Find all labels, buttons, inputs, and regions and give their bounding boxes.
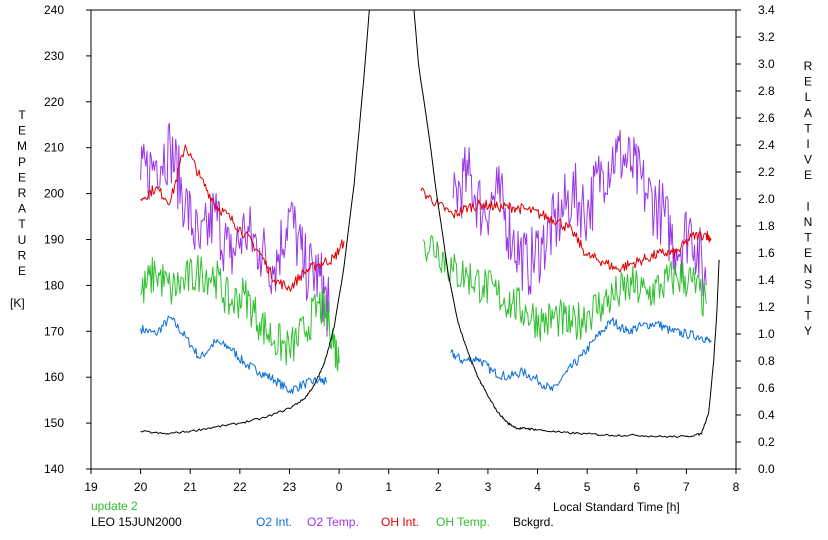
right-label-letter: Y xyxy=(804,324,812,338)
left-tick-label: 160 xyxy=(44,370,64,384)
left-label-letter: P xyxy=(18,155,26,169)
left-label-letter: A xyxy=(18,202,26,216)
right-axis-ticks: 0.0 0.2 0.4 0.6 0.8 1.0 1.2 1.4 1.6 1.8 2.0 2.2 2.4 2… xyxy=(736,3,775,476)
x-tick-label: 7 xyxy=(683,480,690,494)
x-tick-label: 1 xyxy=(385,480,392,494)
series-line-bckgrd xyxy=(140,10,720,438)
left-label-letter: U xyxy=(18,233,27,247)
x-tick-label: 2 xyxy=(435,480,442,494)
left-tick-label: 140 xyxy=(44,462,64,476)
right-tick-label: 1.6 xyxy=(758,246,775,260)
right-tick-label: 2.6 xyxy=(758,111,775,125)
right-tick-label: 1.8 xyxy=(758,219,775,233)
right-tick-label: 3.4 xyxy=(758,3,775,17)
series-line-o2-int xyxy=(450,317,712,392)
left-label-letter: T xyxy=(18,217,26,231)
right-tick-label: 2.8 xyxy=(758,84,775,98)
right-tick-label: 0.2 xyxy=(758,435,775,449)
x-tick-label: 23 xyxy=(283,480,297,494)
legend-o2-temp: O2 Temp. xyxy=(307,515,359,529)
right-label-letter: L xyxy=(805,90,812,104)
right-label-letter: A xyxy=(804,106,812,120)
legend: O2 Int. O2 Temp. OH Int. OH Temp. Bckgrd… xyxy=(256,515,576,531)
left-tick-label: 150 xyxy=(44,416,64,430)
right-label-letter: R xyxy=(804,59,813,73)
right-tick-label: 3.0 xyxy=(758,57,775,71)
left-tick-label: 180 xyxy=(44,278,64,292)
series-line-o2-temp xyxy=(452,129,707,297)
left-label-letter: T xyxy=(18,108,26,122)
legend-oh-temp: OH Temp. xyxy=(436,515,490,529)
right-label-letter: E xyxy=(804,75,812,89)
right-tick-label: 0.6 xyxy=(758,381,775,395)
left-tick-label: 190 xyxy=(44,233,64,247)
right-tick-label: 1.2 xyxy=(758,300,775,314)
left-axis-ticks: 140 150 160 170 180 190 200 210 220 230 240 xyxy=(44,3,91,476)
right-label-letter: I xyxy=(806,199,809,213)
right-label-letter: V xyxy=(804,153,812,167)
series-line-oh-int xyxy=(420,187,712,273)
left-tick-label: 210 xyxy=(44,141,64,155)
left-label-letter: E xyxy=(18,170,26,184)
right-label-letter: I xyxy=(806,137,809,151)
plot-frame xyxy=(90,9,737,470)
left-tick-label: 220 xyxy=(44,95,64,109)
x-axis-ticks: 19 20 21 22 23 0 1 2 3 4 5 6 7 8 xyxy=(84,469,740,494)
x-tick-label: 4 xyxy=(534,480,541,494)
series-line-oh-temp xyxy=(422,235,707,342)
x-axis-label: Local Standard Time [h] xyxy=(553,500,680,514)
left-tick-label: 170 xyxy=(44,324,64,338)
right-tick-label: 2.2 xyxy=(758,165,775,179)
right-tick-label: 2.4 xyxy=(758,138,775,152)
right-label-letter: I xyxy=(806,293,809,307)
x-tick-label: 0 xyxy=(336,480,343,494)
x-tick-label: 21 xyxy=(184,480,198,494)
right-label-letter: S xyxy=(804,277,812,291)
left-tick-label: 240 xyxy=(44,3,64,17)
left-tick-label: 230 xyxy=(44,49,64,63)
right-label-letter: T xyxy=(804,309,812,323)
left-label-letter: M xyxy=(17,139,27,153)
right-label-letter: N xyxy=(804,215,813,229)
x-tick-label: 22 xyxy=(233,480,247,494)
left-label-letter: R xyxy=(18,248,27,262)
right-tick-label: 0.0 xyxy=(758,462,775,476)
right-label-letter: N xyxy=(804,262,813,276)
left-label-letter: E xyxy=(18,264,26,278)
x-tick-label: 8 xyxy=(733,480,740,494)
right-label-letter: E xyxy=(804,168,812,182)
x-tick-label: 19 xyxy=(84,480,98,494)
left-axis-unit: [K] xyxy=(10,296,25,310)
x-tick-label: 6 xyxy=(633,480,640,494)
series-line-o2-int xyxy=(140,315,328,394)
left-tick-label: 200 xyxy=(44,187,64,201)
left-label-letter: R xyxy=(18,186,27,200)
right-tick-label: 0.8 xyxy=(758,354,775,368)
x-tick-label: 5 xyxy=(584,480,591,494)
right-tick-label: 1.4 xyxy=(758,273,775,287)
right-label-letter: T xyxy=(804,231,812,245)
left-label-letter: E xyxy=(18,124,26,138)
series-line-o2-temp xyxy=(140,122,330,337)
right-label-letter: E xyxy=(804,246,812,260)
right-label-letter: T xyxy=(804,121,812,135)
update-label: update 2 xyxy=(91,499,138,513)
right-tick-label: 2.0 xyxy=(758,192,775,206)
legend-oh-int: OH Int. xyxy=(381,515,420,529)
series-line-oh-int xyxy=(140,144,345,292)
x-tick-label: 20 xyxy=(134,480,148,494)
right-tick-label: 3.2 xyxy=(758,30,775,44)
series-line-oh-temp xyxy=(140,254,340,372)
legend-o2-int: O2 Int. xyxy=(256,515,293,529)
series-layer xyxy=(140,10,720,438)
legend-bckgrd: Bckgrd. xyxy=(513,515,554,529)
right-tick-label: 0.4 xyxy=(758,408,775,422)
site-date-label: LEO 15JUN2000 xyxy=(91,515,182,529)
right-tick-label: 1.0 xyxy=(758,327,775,341)
x-tick-label: 3 xyxy=(485,480,492,494)
